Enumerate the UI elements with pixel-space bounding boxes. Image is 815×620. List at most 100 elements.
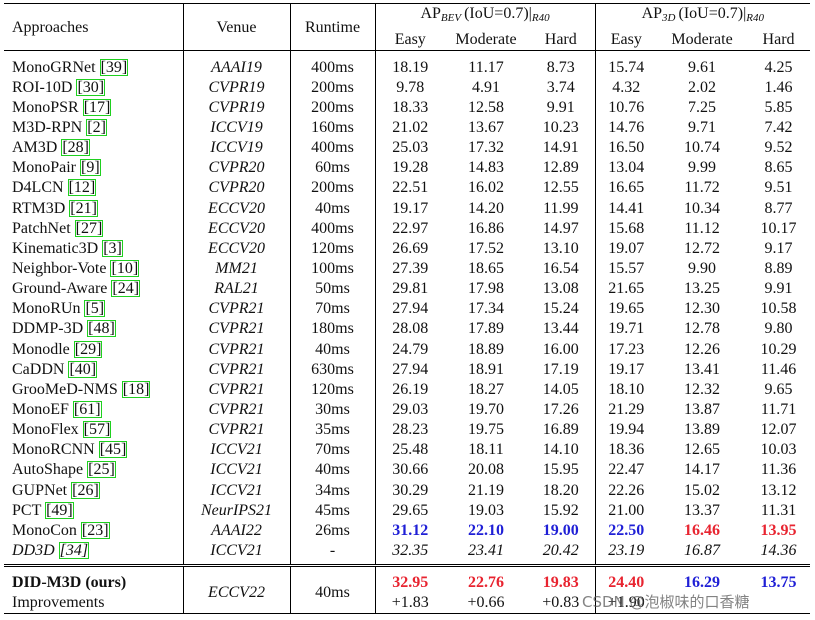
runtime-cell: 120ms: [290, 238, 376, 259]
value-cell: 14.10: [527, 439, 596, 460]
venue-cell: CVPR21: [183, 298, 291, 319]
citation: [9]: [80, 159, 101, 177]
approach-name: DDMP-3D: [12, 320, 84, 338]
venue-cell: CVPR21: [183, 419, 291, 440]
value-cell: 15.02: [684, 481, 721, 499]
value-cell: 14.20: [468, 199, 504, 217]
value-cell: 26.19: [392, 380, 429, 398]
value-cell: 29.03: [392, 400, 429, 418]
runtime-cell: 50ms: [290, 278, 376, 299]
approach-name: PCT: [12, 501, 42, 519]
value-cell: [747, 592, 811, 614]
table-row: CaDDN [40] CVPR21 630ms 27.94 18.91 17.19 19.1…: [4, 359, 810, 380]
value-cell: 12.58: [468, 98, 504, 116]
value-cell: 10.03: [760, 441, 797, 459]
value-cell: 9.80: [764, 320, 793, 338]
runtime-cell: 400ms: [290, 218, 376, 239]
value-cell: 10.29: [760, 340, 797, 358]
value-cell: 14.76: [608, 118, 645, 136]
venue-cell: MM21: [183, 258, 291, 279]
value-cell: 13.08: [527, 278, 596, 299]
value-cell: 12.32: [684, 380, 721, 398]
runtime-cell: 630ms: [290, 359, 376, 380]
approach-name: MonoGRNet: [12, 58, 96, 76]
value-cell: 19.70: [468, 400, 504, 418]
approach-name: MonoRCNN: [12, 441, 95, 459]
value-cell: 12.26: [684, 340, 721, 358]
approach-cell: MonoRCNN [45]: [4, 439, 184, 460]
value-cell: 12.30: [684, 300, 721, 318]
value-cell: 18.89: [468, 340, 504, 358]
approach-name: MonoPSR: [12, 98, 79, 116]
citation: [30]: [76, 78, 106, 96]
value-cell: 15.74: [608, 58, 645, 76]
value-cell: 22.10: [468, 521, 504, 539]
approach-cell: MonoPSR [17]: [4, 97, 184, 118]
value-cell: 13.67: [468, 118, 504, 136]
value-cell: 20.42: [527, 540, 596, 567]
improvements-row: Improvements +1.83 +0.66 +0.83 +1.90: [4, 592, 811, 614]
value-cell: 16.54: [527, 258, 596, 279]
value-cell: 11.17: [468, 58, 504, 76]
value-cell: 10.74: [684, 139, 721, 157]
citation: [24]: [111, 280, 141, 298]
value-cell: 19.71: [608, 320, 645, 338]
runtime-cell: 100ms: [290, 258, 376, 279]
value-cell: [657, 592, 748, 614]
runtime-cell: 120ms: [290, 379, 376, 400]
table-header: Approaches Venue Runtime APBEV (IoU=0.7)|R40…: [4, 3, 811, 51]
value-cell: 23.19: [595, 540, 658, 567]
ap-label: AP: [641, 5, 663, 22]
value-cell: 2.02: [688, 78, 717, 96]
value-cell: 18.19: [392, 58, 429, 76]
column-header: Moderate: [657, 28, 748, 51]
table-row: GrooMeD-NMS [18] CVPR21 120ms 26.19 18.27 14.…: [4, 379, 810, 400]
value-cell: 22.47: [608, 461, 645, 479]
value-cell: 28.08: [392, 320, 429, 338]
value-cell: 19.75: [468, 421, 504, 439]
value-cell: 13.89: [684, 421, 721, 439]
approach-name: DD3D: [12, 541, 55, 559]
table-row: MonoEF [61] CVPR21 30ms 29.03 19.70 17.26 21.2…: [4, 399, 810, 420]
venue-cell: CVPR19: [183, 97, 291, 118]
value-cell: 10.76: [608, 98, 645, 116]
value-cell: 16.46: [684, 521, 721, 539]
ap-metric: R40: [531, 12, 550, 24]
value-cell: 1.46: [764, 78, 793, 96]
value-cell: 27.94: [392, 360, 429, 378]
column-header: Easy: [595, 28, 658, 51]
table-row: MonoPSR [17] CVPR19 200ms 18.33 12.58 9.91 10.…: [4, 97, 810, 118]
approach-cell: RTM3D [21]: [4, 197, 184, 219]
citation: [49]: [45, 501, 74, 519]
approach-cell: PatchNet [27]: [4, 218, 184, 239]
value-cell: 13.87: [684, 400, 721, 418]
value-cell: 7.42: [764, 118, 793, 136]
citation: [12]: [67, 179, 97, 197]
approach-cell: PCT [49]: [4, 500, 184, 521]
approach-name: CaDDN: [12, 360, 65, 378]
venue-cell: ICCV19: [183, 137, 291, 158]
header-row: Easy Moderate Hard Easy Moderate Hard: [4, 28, 811, 51]
approach-name: MonoPair: [12, 159, 76, 177]
citation: [57]: [82, 421, 112, 439]
approach-name: GUPNet: [12, 481, 68, 499]
value-cell: 9.78: [396, 78, 425, 96]
venue-cell: AAAI22: [183, 520, 291, 541]
citation: [27]: [74, 219, 104, 237]
venue-cell: ECCV20: [183, 197, 291, 219]
value-cell: 22.97: [392, 219, 429, 237]
value-cell: 12.89: [527, 157, 596, 178]
approach-cell: Ground-Aware [24]: [4, 278, 184, 299]
value-cell: 12.65: [684, 441, 721, 459]
value-cell: 9.90: [688, 259, 717, 277]
citation: [21]: [69, 199, 98, 217]
approach-name: Neighbor-Vote: [12, 259, 107, 277]
approach-name: GrooMeD-NMS: [12, 380, 118, 398]
runtime-cell: 30ms: [290, 399, 376, 420]
runtime-cell: 40ms: [290, 197, 376, 219]
value-cell: 27.94: [392, 300, 429, 318]
approach-cell: GUPNet [26]: [4, 479, 184, 501]
value-cell: 24.79: [392, 340, 429, 358]
value-cell: 8.89: [764, 259, 793, 277]
value-cell: 22.50: [608, 521, 645, 539]
